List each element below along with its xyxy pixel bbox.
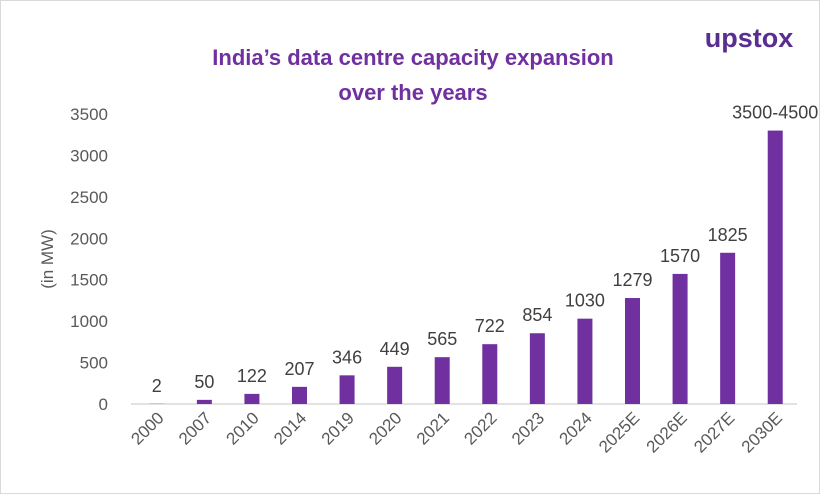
chart-title-line-1: India’s data centre capacity expansion	[212, 45, 613, 70]
bar-2023	[530, 333, 545, 404]
data-label: 346	[332, 347, 362, 367]
data-label: 3500-4500	[732, 103, 818, 123]
x-tick-label: 2000	[127, 408, 167, 448]
y-tick-label: 500	[80, 354, 108, 373]
data-label: 122	[237, 366, 267, 386]
x-tick-label: 2027E	[690, 408, 738, 456]
bar-2020	[387, 367, 402, 404]
bar-2021	[435, 357, 450, 404]
x-tick-label: 2019	[318, 408, 358, 448]
data-label: 1825	[708, 225, 748, 245]
x-tick-label: 2025E	[595, 408, 643, 456]
x-tick-label: 2021	[413, 408, 453, 448]
x-tick-label: 2026E	[643, 408, 691, 456]
bar-2014	[292, 387, 307, 404]
y-tick-label: 2000	[70, 229, 108, 248]
bar-2024	[577, 319, 592, 404]
data-label: 722	[475, 316, 505, 336]
data-label: 1570	[660, 246, 700, 266]
bar-2025E	[625, 298, 640, 404]
upstox-logo: upstox	[705, 23, 794, 53]
chart-title-line-2: over the years	[338, 80, 487, 105]
x-tick-label: 2014	[270, 408, 310, 448]
bar-2027E	[720, 253, 735, 404]
x-tick-label: 2030E	[738, 408, 786, 456]
data-label: 565	[427, 329, 457, 349]
y-axis-label: (in MW)	[38, 229, 57, 288]
bar-2019	[340, 375, 355, 404]
x-tick-label: 2023	[508, 408, 548, 448]
y-tick-label: 0	[99, 395, 108, 414]
x-tick-label: 2007	[175, 408, 215, 448]
y-tick-label: 3000	[70, 146, 108, 165]
bar-2030E	[768, 131, 783, 404]
y-tick-label: 3500	[70, 105, 108, 124]
x-tick-label: 2022	[460, 408, 500, 448]
y-tick-label: 1000	[70, 312, 108, 331]
bar-2010	[244, 394, 259, 404]
data-label: 854	[522, 305, 552, 325]
bar-2007	[197, 400, 212, 404]
bar-2026E	[673, 274, 688, 404]
data-label: 207	[284, 359, 314, 379]
data-label: 449	[380, 339, 410, 359]
data-label: 1030	[565, 291, 605, 311]
bar-2022	[482, 344, 497, 404]
x-tick-label: 2010	[223, 408, 263, 448]
data-label: 2	[152, 376, 162, 396]
x-tick-label: 2020	[365, 408, 405, 448]
y-tick-label: 2500	[70, 188, 108, 207]
y-tick-label: 1500	[70, 271, 108, 290]
x-tick-label: 2024	[556, 408, 596, 448]
data-label: 50	[194, 372, 214, 392]
data-label: 1279	[612, 270, 652, 290]
